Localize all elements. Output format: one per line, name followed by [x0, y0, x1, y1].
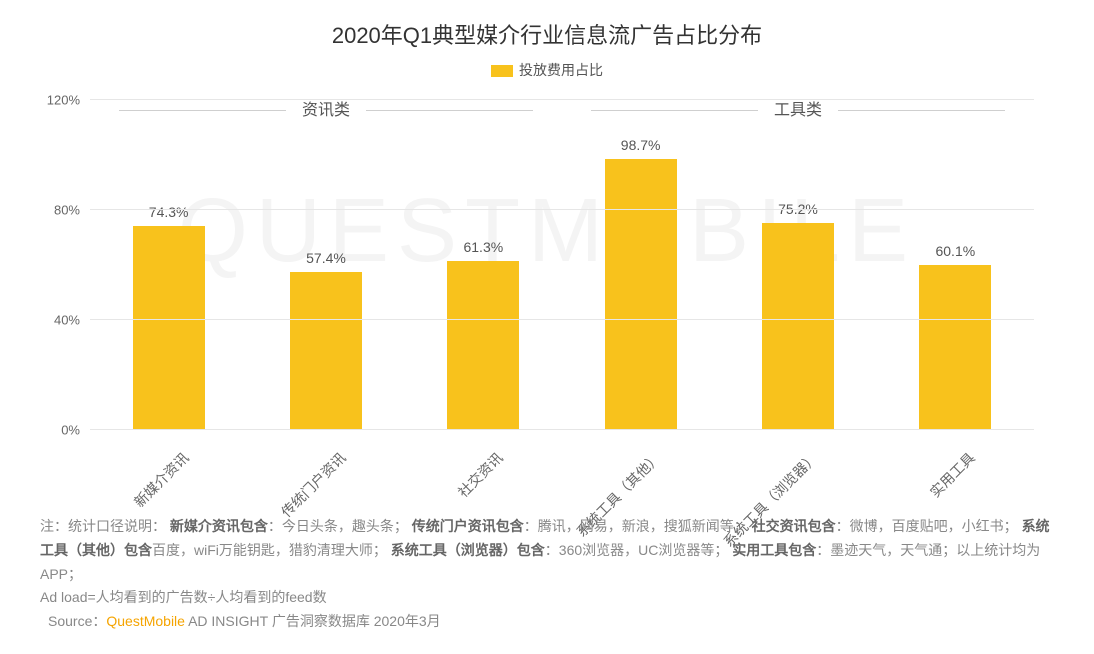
gridline: [90, 319, 1034, 320]
plot-region: 74.3% 57.4% 61.3% 98.7% 75.2% 60.1%: [90, 100, 1034, 430]
source-line: Source：QuestMobile AD INSIGHT 广告洞察数据库 20…: [40, 613, 441, 629]
chart-area: 74.3%57.4%61.3%98.7%75.2%60.1% 0%40%80%1…: [90, 100, 1034, 430]
note-bold: 新媒介资讯包含: [170, 518, 268, 534]
bar: 75.2%: [762, 223, 834, 430]
source-brand: QuestMobile: [106, 613, 185, 629]
note-adload: Ad load=人均看到的广告数÷人均看到的feed数: [40, 589, 327, 605]
source-prefix: Source：: [48, 613, 106, 629]
note-bold: 社交资讯包含: [752, 518, 836, 534]
bar: 98.7%: [605, 159, 677, 430]
note-bold: 系统工具（浏览器）包含: [391, 542, 545, 558]
gridline: [90, 429, 1034, 430]
note-text: ：今日头条，趣头条；: [268, 518, 408, 534]
legend-swatch: [491, 65, 513, 77]
gridline: [90, 99, 1034, 100]
group-line: [119, 110, 286, 111]
legend: 投放费用占比: [0, 60, 1094, 80]
group-line: [838, 110, 1005, 111]
note-text: ：360浏览器，UC浏览器等；: [545, 542, 729, 558]
source-rest: AD INSIGHT 广告洞察数据库 2020年3月: [185, 613, 441, 629]
group-line: [366, 110, 533, 111]
gridline: [90, 209, 1034, 210]
bar-value-label: 98.7%: [621, 137, 661, 153]
legend-label: 投放费用占比: [519, 62, 603, 78]
bar: 57.4%: [290, 272, 362, 430]
y-tick-label: 40%: [40, 313, 80, 328]
group-header: 工具类: [774, 96, 822, 120]
note-text: ：腾讯，网易，新浪，搜狐新闻等；: [524, 518, 748, 534]
y-tick-label: 0%: [40, 423, 80, 438]
bar-value-label: 57.4%: [306, 250, 346, 266]
note-bold: 传统门户资讯包含: [412, 518, 524, 534]
note-prefix: 注：统计口径说明：: [40, 518, 166, 534]
bar: 60.1%: [919, 265, 991, 430]
footnote: 注：统计口径说明： 新媒介资讯包含：今日头条，趣头条； 传统门户资讯包含：腾讯，…: [40, 515, 1054, 634]
x-tick-label: 传统门户资讯: [277, 448, 351, 522]
note-text: 百度，wiFi万能钥匙，猎豹清理大师；: [152, 542, 387, 558]
note-text: ：微博，百度贴吧，小红书；: [836, 518, 1018, 534]
bar-value-label: 61.3%: [463, 239, 503, 255]
bar-value-label: 74.3%: [149, 204, 189, 220]
note-bold: 实用工具包含: [732, 542, 816, 558]
x-tick-label: 社交资讯: [454, 448, 508, 502]
chart-title: 2020年Q1典型媒介行业信息流广告占比分布: [0, 0, 1094, 50]
y-tick-label: 120%: [40, 93, 80, 108]
bar-value-label: 60.1%: [935, 243, 975, 259]
x-tick-label: 实用工具: [926, 448, 980, 502]
bar: 61.3%: [447, 261, 519, 430]
group-line: [591, 110, 758, 111]
group-header: 资讯类: [302, 96, 350, 120]
y-tick-label: 80%: [40, 203, 80, 218]
bar: 74.3%: [133, 226, 205, 430]
x-tick-label: 新媒介资讯: [129, 448, 193, 512]
